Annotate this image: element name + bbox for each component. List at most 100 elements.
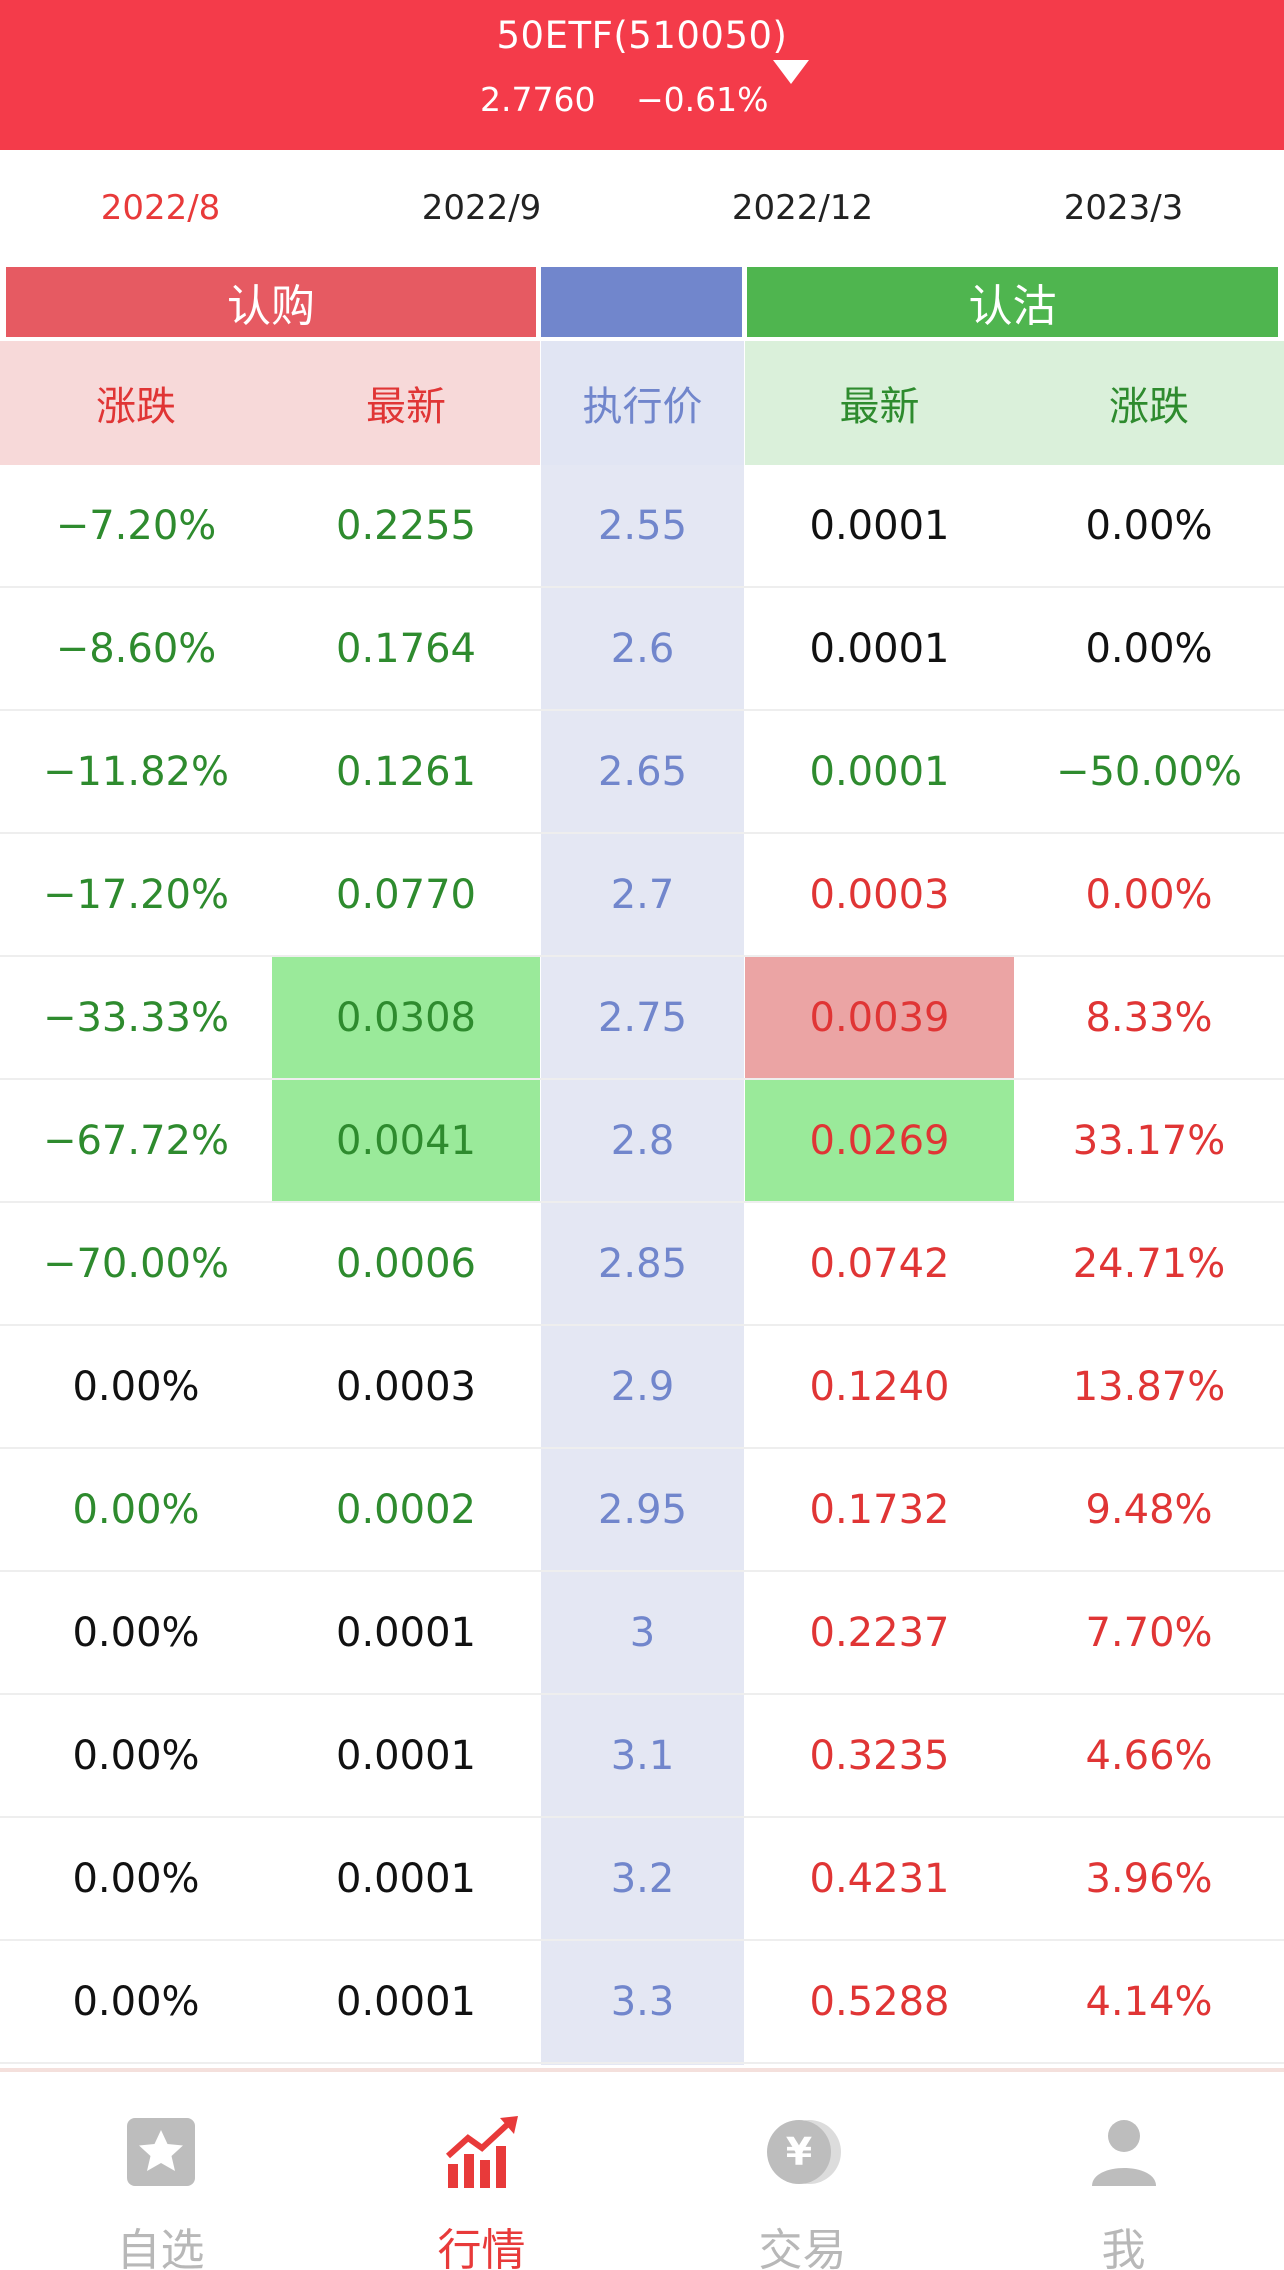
table-row[interactable]: −67.72% 0.0041 2.8 0.0269 33.17% bbox=[0, 1080, 1284, 1203]
table-row[interactable]: 0.00% 0.0003 2.9 0.1240 13.87% bbox=[0, 1326, 1284, 1449]
tab-expiry-2[interactable]: 2022/9 bbox=[421, 187, 542, 228]
put-latest-cell: 0.3235 bbox=[809, 1732, 950, 1779]
call-change-cell: −8.60% bbox=[55, 625, 217, 672]
nav-me[interactable]: 我 bbox=[963, 2072, 1284, 2270]
put-section-header: 认沽 bbox=[747, 267, 1278, 337]
tab-expiry-4[interactable]: 2023/3 bbox=[1063, 187, 1184, 228]
put-change-cell: 4.14% bbox=[1085, 1978, 1213, 2025]
strike-cell: 2.7 bbox=[610, 871, 675, 918]
strike-cell: 2.65 bbox=[597, 748, 688, 795]
table-row[interactable]: 0.00% 0.0002 2.95 0.1732 9.48% bbox=[0, 1449, 1284, 1572]
strike-cell: 3 bbox=[629, 1609, 656, 1656]
call-latest-cell: 0.0770 bbox=[336, 871, 476, 918]
call-latest-cell: 0.0006 bbox=[336, 1240, 476, 1287]
col-call-change: 涨跌 bbox=[0, 341, 272, 465]
call-latest-cell: 0.0308 bbox=[272, 957, 540, 1078]
put-latest-cell: 0.5288 bbox=[809, 1978, 950, 2025]
nav-watchlist[interactable]: 自选 bbox=[0, 2072, 321, 2270]
put-latest-cell: 0.0269 bbox=[745, 1080, 1014, 1201]
put-latest-cell: 0.0001 bbox=[809, 625, 950, 672]
put-latest-cell: 0.4231 bbox=[809, 1855, 950, 1902]
table-row[interactable]: −11.82% 0.1261 2.65 0.0001 −50.00% bbox=[0, 711, 1284, 834]
underlying-title[interactable]: 50ETF(510050) bbox=[496, 14, 788, 57]
call-change-cell: 0.00% bbox=[72, 1855, 200, 1902]
strike-cell: 2.9 bbox=[610, 1363, 675, 1410]
put-change-cell: 8.33% bbox=[1085, 994, 1213, 1041]
call-change-cell: −17.20% bbox=[42, 871, 230, 918]
call-change-cell: 0.00% bbox=[72, 1363, 200, 1410]
put-change-cell: 13.87% bbox=[1072, 1363, 1226, 1410]
nav-trade-label: 交易 bbox=[758, 2225, 847, 2270]
put-change-cell: −50.00% bbox=[1055, 748, 1243, 795]
put-change-cell: 3.96% bbox=[1085, 1855, 1213, 1902]
put-change-cell: 24.71% bbox=[1072, 1240, 1226, 1287]
col-put-latest: 最新 bbox=[745, 341, 1014, 465]
put-latest-cell: 0.0742 bbox=[809, 1240, 950, 1287]
call-latest-cell: 0.0041 bbox=[272, 1080, 540, 1201]
put-latest-cell: 0.1732 bbox=[809, 1486, 950, 1533]
table-row[interactable]: 0.00% 0.0001 3 0.2237 7.70% bbox=[0, 1572, 1284, 1695]
put-latest-cell: 0.0003 bbox=[809, 871, 950, 918]
col-strike: 执行价 bbox=[541, 341, 744, 465]
table-row[interactable]: 0.00% 0.0001 3.1 0.3235 4.66% bbox=[0, 1695, 1284, 1818]
put-change-cell: 9.48% bbox=[1085, 1486, 1213, 1533]
strike-section-header bbox=[541, 267, 742, 337]
call-latest-cell: 0.1764 bbox=[336, 625, 476, 672]
call-section-header: 认购 bbox=[6, 267, 536, 337]
table-row[interactable]: −17.20% 0.0770 2.7 0.0003 0.00% bbox=[0, 834, 1284, 957]
strike-cell: 3.3 bbox=[610, 1978, 675, 2025]
nav-market-label: 行情 bbox=[437, 2225, 526, 2270]
expiry-tabs: 2022/8 2022/9 2022/12 2023/3 bbox=[0, 150, 1284, 265]
tab-expiry-3[interactable]: 2022/12 bbox=[731, 187, 874, 228]
put-change-cell: 4.66% bbox=[1085, 1732, 1213, 1779]
table-row[interactable]: −7.20% 0.2255 2.55 0.0001 0.00% bbox=[0, 465, 1284, 588]
strike-column-band bbox=[541, 465, 744, 2065]
call-latest-cell: 0.0001 bbox=[336, 1609, 476, 1656]
put-change-cell: 0.00% bbox=[1085, 871, 1213, 918]
col-call-latest: 最新 bbox=[272, 341, 540, 465]
dropdown-caret-icon[interactable] bbox=[773, 60, 809, 84]
put-change-cell: 33.17% bbox=[1072, 1117, 1226, 1164]
put-latest-cell: 0.2237 bbox=[809, 1609, 950, 1656]
call-latest-cell: 0.0002 bbox=[336, 1486, 476, 1533]
table-row[interactable]: −8.60% 0.1764 2.6 0.0001 0.00% bbox=[0, 588, 1284, 711]
strike-cell: 2.6 bbox=[610, 625, 675, 672]
tab-expiry-1[interactable]: 2022/8 bbox=[100, 187, 221, 228]
call-latest-cell: 0.0003 bbox=[336, 1363, 476, 1410]
nav-market[interactable]: 行情 bbox=[321, 2072, 642, 2270]
star-icon bbox=[126, 2118, 195, 2186]
put-latest-cell: 0.0001 bbox=[809, 748, 950, 795]
bottom-nav: 自选 行情 ¥ 交易 我 bbox=[0, 2068, 1284, 2270]
table-row[interactable]: −33.33% 0.0308 2.75 0.0039 8.33% bbox=[0, 957, 1284, 1080]
call-latest-cell: 0.0001 bbox=[336, 1978, 476, 2025]
call-change-cell: −70.00% bbox=[42, 1240, 230, 1287]
put-change-cell: 0.00% bbox=[1085, 502, 1213, 549]
table-row[interactable]: 0.00% 0.0001 3.3 0.5288 4.14% bbox=[0, 1941, 1284, 2064]
strike-cell: 3.1 bbox=[610, 1732, 675, 1779]
strike-cell: 2.75 bbox=[597, 994, 688, 1041]
call-latest-cell: 0.1261 bbox=[336, 748, 476, 795]
call-change-cell: 0.00% bbox=[72, 1486, 200, 1533]
nav-watchlist-label: 自选 bbox=[116, 2225, 205, 2270]
table-row[interactable]: −70.00% 0.0006 2.85 0.0742 24.71% bbox=[0, 1203, 1284, 1326]
option-chain-table: −7.20% 0.2255 2.55 0.0001 0.00% −8.60% 0… bbox=[0, 465, 1284, 2064]
call-change-cell: −11.82% bbox=[42, 748, 230, 795]
put-latest-cell: 0.0001 bbox=[809, 502, 950, 549]
put-change-cell: 7.70% bbox=[1085, 1609, 1213, 1656]
svg-text:¥: ¥ bbox=[785, 2130, 811, 2174]
call-latest-cell: 0.2255 bbox=[336, 502, 476, 549]
put-latest-cell: 0.1240 bbox=[809, 1363, 950, 1410]
call-change-cell: −33.33% bbox=[42, 994, 230, 1041]
nav-trade[interactable]: ¥ 交易 bbox=[642, 2072, 963, 2270]
nav-me-label: 我 bbox=[1101, 2225, 1146, 2270]
yen-coin-icon: ¥ bbox=[766, 2120, 841, 2184]
put-latest-cell: 0.0039 bbox=[745, 957, 1014, 1078]
table-row[interactable]: 0.00% 0.0001 3.2 0.4231 3.96% bbox=[0, 1818, 1284, 1941]
call-change-cell: 0.00% bbox=[72, 1978, 200, 2025]
strike-cell: 2.95 bbox=[597, 1486, 688, 1533]
strike-cell: 3.2 bbox=[610, 1855, 675, 1902]
person-icon bbox=[1091, 2120, 1156, 2186]
strike-cell: 2.8 bbox=[610, 1117, 675, 1164]
call-change-cell: 0.00% bbox=[72, 1732, 200, 1779]
strike-cell: 2.85 bbox=[597, 1240, 688, 1287]
